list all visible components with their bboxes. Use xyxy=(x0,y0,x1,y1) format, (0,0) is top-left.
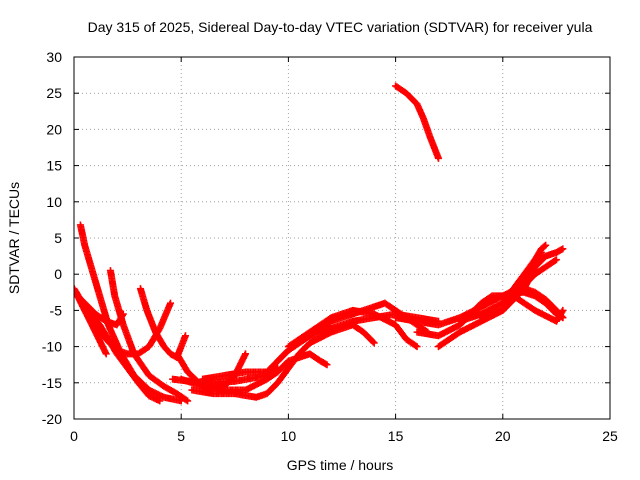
y-tick-label: -20 xyxy=(42,411,62,427)
data-point xyxy=(184,397,192,405)
data-point xyxy=(559,306,567,314)
data-point xyxy=(412,342,420,350)
data-point xyxy=(542,241,550,249)
data-point xyxy=(551,257,559,265)
y-tick-label: 25 xyxy=(46,85,62,101)
series-track-06 xyxy=(106,267,192,405)
y-axis: -20 -15 -10 -5 0 5 10 15 20 25 30 xyxy=(42,49,610,427)
x-axis: 0 5 10 15 20 25 xyxy=(70,57,618,444)
y-tick-label: -5 xyxy=(50,302,63,318)
y-tick-label: -15 xyxy=(42,375,62,391)
y-tick-label: 5 xyxy=(54,230,62,246)
data-point xyxy=(242,350,250,358)
data-point xyxy=(156,397,164,405)
data-point xyxy=(74,285,78,293)
x-tick-label: 25 xyxy=(602,428,618,444)
data-point xyxy=(413,343,421,351)
data-point xyxy=(558,308,566,316)
data-point xyxy=(559,245,567,253)
series-track-10 xyxy=(177,350,331,394)
y-tick-label: 30 xyxy=(46,49,62,65)
y-tick-label: 10 xyxy=(46,194,62,210)
series-track-23 xyxy=(392,82,442,162)
y-tick-label: 0 xyxy=(54,266,62,282)
x-axis-label: GPS time / hours xyxy=(287,457,394,473)
y-tick-label: 15 xyxy=(46,158,62,174)
data-point xyxy=(370,339,378,347)
data-point xyxy=(102,350,110,358)
x-tick-label: 5 xyxy=(177,428,185,444)
data-point xyxy=(323,361,331,369)
grid-lines xyxy=(74,57,610,419)
series-track-22 xyxy=(510,292,567,325)
series-track-20 xyxy=(499,256,539,307)
y-tick-label: -10 xyxy=(42,339,62,355)
data-point xyxy=(530,257,538,265)
series-track-11 xyxy=(188,321,378,401)
data-point xyxy=(552,256,560,264)
series-track-14 xyxy=(284,306,421,351)
data-point xyxy=(531,256,539,264)
data-point xyxy=(166,299,174,307)
series-track-21 xyxy=(520,285,567,322)
chart-title: Day 315 of 2025, Sidereal Day-to-day VTE… xyxy=(88,19,593,35)
data-point xyxy=(434,154,442,162)
x-tick-label: 15 xyxy=(388,428,404,444)
x-tick-label: 0 xyxy=(70,428,78,444)
data-point xyxy=(181,332,189,340)
y-tick-label: 20 xyxy=(46,121,62,137)
x-tick-label: 20 xyxy=(495,428,511,444)
data-point xyxy=(541,242,549,250)
x-tick-label: 10 xyxy=(281,428,297,444)
data-point xyxy=(369,338,377,346)
y-axis-label: SDTVAR / TECUs xyxy=(6,182,22,294)
data-layer xyxy=(74,82,567,405)
data-point xyxy=(182,396,190,404)
